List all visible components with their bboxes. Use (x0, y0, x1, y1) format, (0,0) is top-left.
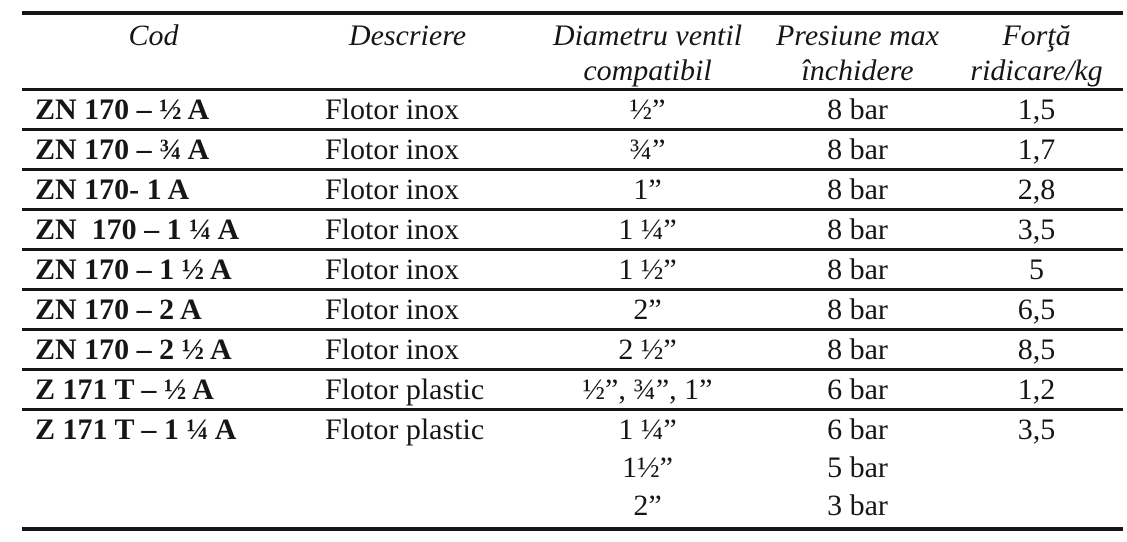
table-row: Z 171 T – ½ A Flotor plastic ½”, ¾”, 1” … (22, 369, 1123, 411)
cell-diametru: 2” (530, 289, 765, 331)
header-cell-presiune: Presiune max închidere (765, 13, 950, 91)
table-row: ZN 170 – 2 ½ A Flotor inox 2 ½” 8 bar 8,… (22, 329, 1123, 371)
cell-presiune: 6 bar (765, 369, 950, 411)
header-cell-diametru: Diametru ventil compatibil (530, 13, 765, 91)
cell-presiune: 8 bar (765, 249, 950, 291)
header-cell-descriere: Descriere (285, 13, 530, 91)
cell-descriere: Flotor inox (285, 129, 530, 171)
cell-cod: ZN 170 – ½ A (22, 89, 285, 131)
cell-descriere: Flotor inox (285, 249, 530, 291)
table-row: ZN 170 – 2 A Flotor inox 2” 8 bar 6,5 (22, 289, 1123, 331)
cell-diametru: ¾” (530, 129, 765, 171)
cell-descriere: Flotor inox (285, 169, 530, 211)
cell-forta: 1,2 (950, 369, 1123, 411)
cell-diametru: 1 ¼” (530, 209, 765, 251)
cell-presiune: 6 bar 5 bar 3 bar (827, 413, 888, 522)
table-row: ZN 170- 1 A Flotor inox 1” 8 bar 2,8 (22, 169, 1123, 211)
table-row: ZN 170 – ½ A Flotor inox ½” 8 bar 1,5 (22, 89, 1123, 131)
cell-descriere: Flotor inox (285, 89, 530, 131)
cell-presiune: 8 bar (765, 289, 950, 331)
cell-presiune: 8 bar (765, 169, 950, 211)
cell-descriere: Flotor inox (285, 329, 530, 371)
cell-cod: ZN 170 – 2 A (22, 289, 285, 331)
header-cell-forta: Forţă ridicare/kg (950, 13, 1123, 91)
table-row: ZN 170 – 1 ½ A Flotor inox 1 ½” 8 bar 5 (22, 249, 1123, 291)
cell-diametru: 1 ¼” 1½” 2” (618, 413, 677, 522)
cell-cod: ZN 170 – 1 ½ A (22, 249, 285, 291)
header-cell-cod: Cod (22, 13, 285, 91)
cell-cod: ZN 170 – 2 ½ A (22, 329, 285, 371)
cell-diametru: ½” (530, 89, 765, 131)
cell-forta: 6,5 (950, 289, 1123, 331)
cell-forta: 5 (950, 249, 1123, 291)
float-valve-spec-table: Cod Descriere Diametru ventil compatibil… (22, 11, 1123, 531)
cell-presiune: 8 bar (765, 209, 950, 251)
table-row: Z 171 T – 1 ¼ A Flotor plastic 1 ¼” 1½” … (22, 410, 1123, 530)
cell-forta: 1,7 (950, 129, 1123, 171)
cell-cod: Z 171 T – ½ A (22, 369, 285, 411)
cell-presiune: 8 bar (765, 89, 950, 131)
cell-forta: 3,5 (950, 209, 1123, 251)
cell-descriere: Flotor inox (285, 289, 530, 331)
cell-forta: 2,8 (950, 169, 1123, 211)
cell-cod: ZN 170- 1 A (22, 169, 285, 211)
cell-cod: ZN 170 – 1 ¼ A (22, 209, 285, 251)
cell-diametru: 1” (530, 169, 765, 211)
cell-forta: 8,5 (950, 329, 1123, 371)
cell-presiune: 8 bar (765, 329, 950, 371)
cell-diametru: 1 ½” (530, 249, 765, 291)
cell-cod: Z 171 T – 1 ¼ A (35, 413, 237, 446)
table-row: ZN 170 – ¾ A Flotor inox ¾” 8 bar 1,7 (22, 129, 1123, 171)
cell-forta: 3,5 (1017, 413, 1056, 446)
cell-diametru: 2 ½” (530, 329, 765, 371)
cell-presiune: 8 bar (765, 129, 950, 171)
cell-descriere: Flotor inox (285, 209, 530, 251)
table-row: ZN 170 – 1 ¼ A Flotor inox 1 ¼” 8 bar 3,… (22, 209, 1123, 251)
cell-descriere: Flotor plastic (285, 369, 530, 411)
cell-cod: ZN 170 – ¾ A (22, 129, 285, 171)
cell-descriere: Flotor plastic (325, 413, 485, 446)
cell-forta: 1,5 (950, 89, 1123, 131)
cell-diametru: ½”, ¾”, 1” (530, 369, 765, 411)
header-row: Cod Descriere Diametru ventil compatibil… (22, 13, 1123, 91)
